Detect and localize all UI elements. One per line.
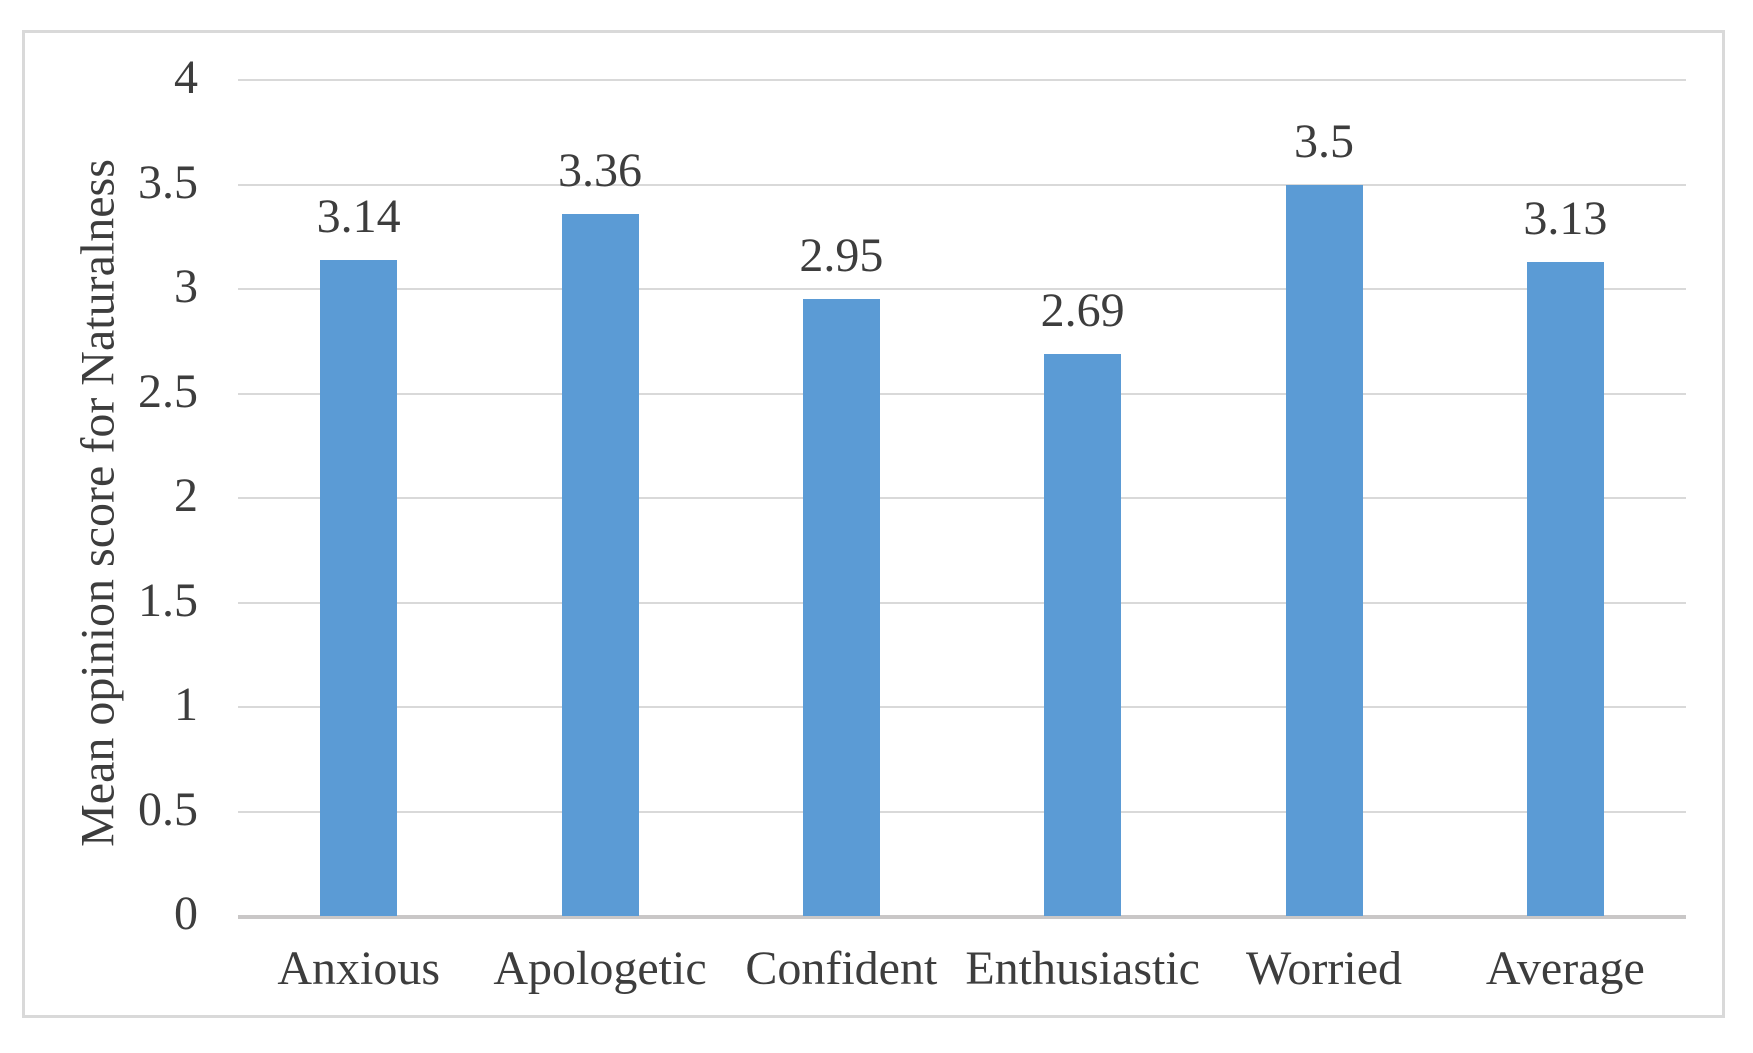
- data-label-confident: 2.95: [799, 229, 884, 283]
- gridline: [238, 497, 1686, 499]
- gridline: [238, 706, 1686, 708]
- bar-confident: [802, 299, 880, 916]
- gridline: [238, 288, 1686, 290]
- y-tick-label: 0.5: [138, 782, 198, 836]
- data-label-average: 3.13: [1523, 191, 1608, 245]
- bar-apologetic: [561, 213, 639, 916]
- bar-worried: [1285, 184, 1363, 916]
- gridline: [238, 183, 1686, 186]
- bar-anxious: [320, 259, 398, 916]
- category-label-worried: Worried: [1245, 942, 1403, 995]
- bar-average: [1526, 261, 1604, 916]
- y-tick-label: 4: [174, 51, 198, 104]
- y-tick-label: 3.5: [138, 155, 198, 209]
- y-tick-label: 2.5: [138, 364, 198, 418]
- category-label-enthusiastic: Enthusiastic: [965, 942, 1200, 995]
- category-label-confident: Confident: [745, 942, 938, 995]
- gridline: [238, 392, 1686, 395]
- y-tick-label: 1.5: [138, 573, 198, 627]
- gridline: [238, 79, 1686, 81]
- data-label-apologetic: 3.36: [558, 143, 642, 197]
- y-tick-label: 2: [174, 469, 198, 522]
- data-label-anxious: 3.14: [316, 189, 401, 243]
- category-label-average: Average: [1485, 942, 1645, 995]
- category-label-anxious: Anxious: [277, 942, 440, 995]
- x-axis-line: [238, 915, 1686, 919]
- data-label-enthusiastic: 2.69: [1040, 283, 1125, 337]
- data-label-worried: 3.5: [1294, 114, 1354, 168]
- gridline: [238, 601, 1686, 604]
- y-tick-label: 1: [174, 678, 198, 731]
- y-tick-label: 3: [174, 260, 198, 313]
- bar-enthusiastic: [1044, 353, 1122, 916]
- bar-chart-frame: Mean opinion score for Naturalness 0 0.5 1…: [22, 30, 1725, 1018]
- category-label-apologetic: Apologetic: [493, 942, 707, 995]
- y-tick-label: 0: [174, 887, 198, 940]
- gridline: [238, 810, 1686, 813]
